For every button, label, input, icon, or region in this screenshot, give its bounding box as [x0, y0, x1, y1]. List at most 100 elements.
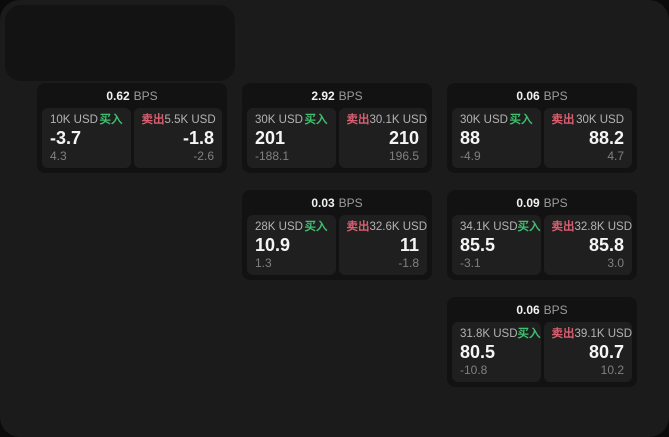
sell-price: 80.7	[588, 341, 624, 362]
buy-pane[interactable]: 31.8K USD 买入 80.5 -10.8	[452, 322, 541, 382]
quote-card: 2.92 BPS 30K USD 买入 201 -188.1 卖出 30.1K …	[242, 83, 432, 173]
buy-pane-top: 31.8K USD 买入	[460, 328, 541, 341]
sell-pane-top: 卖出 32.6K USD	[346, 221, 428, 234]
buy-pane-top: 30K USD 买入	[460, 114, 533, 127]
bps-header: 2.92 BPS	[242, 83, 432, 108]
buy-price: 10.9	[255, 234, 291, 255]
bps-header: 0.09 BPS	[447, 190, 637, 215]
buy-side-label: 买入	[304, 114, 328, 126]
buy-amount: 30K USD	[460, 114, 508, 126]
sell-side-label: 卖出	[551, 221, 575, 233]
buy-change: -3.1	[460, 255, 481, 270]
bps-header: 0.06 BPS	[447, 297, 637, 322]
buy-amount: 28K USD	[255, 221, 303, 233]
sell-pane-top: 卖出 32.8K USD	[551, 221, 633, 234]
sell-change: 196.5	[388, 148, 419, 163]
sell-pane-top: 卖出 30.1K USD	[346, 114, 428, 127]
bps-header: 0.06 BPS	[447, 83, 637, 108]
buy-side-label: 买入	[99, 114, 123, 126]
quote-card-grid: 0.62 BPS 10K USD 买入 -3.7 4.3 卖出 5.5K USD	[37, 83, 637, 387]
sell-pane[interactable]: 卖出 5.5K USD -1.8 -2.6	[133, 108, 222, 168]
sell-amount: 32.8K USD	[574, 221, 633, 233]
buy-pane-top: 10K USD 买入	[50, 114, 123, 127]
bps-unit: BPS	[543, 88, 568, 103]
buy-side-label: 买入	[304, 221, 328, 233]
bps-value: 0.62	[106, 88, 130, 103]
bps-value: 0.09	[516, 195, 540, 210]
buy-side-label: 买入	[517, 328, 541, 340]
buy-pane[interactable]: 34.1K USD 买入 85.5 -3.1	[452, 215, 541, 275]
sell-change: 3.0	[607, 255, 624, 270]
buy-price: 85.5	[460, 234, 496, 255]
bps-header: 0.62 BPS	[37, 83, 227, 108]
bps-value: 0.06	[516, 88, 540, 103]
sell-change: -2.6	[193, 148, 214, 163]
buy-side-label: 买入	[517, 221, 541, 233]
sell-pane[interactable]: 卖出 39.1K USD 80.7 10.2	[543, 322, 633, 382]
buy-change: -4.9	[460, 148, 481, 163]
sell-amount: 39.1K USD	[574, 328, 633, 340]
buy-pane-top: 28K USD 买入	[255, 221, 328, 234]
buy-amount: 30K USD	[255, 114, 303, 126]
buy-amount: 31.8K USD	[460, 328, 518, 340]
bps-value: 0.03	[311, 195, 335, 210]
quote-card-body: 10K USD 买入 -3.7 4.3 卖出 5.5K USD -1.8 -2.…	[37, 108, 227, 173]
sell-price: 11	[399, 234, 419, 255]
quote-card-body: 28K USD 买入 10.9 1.3 卖出 32.6K USD 11 -1.8	[242, 215, 432, 280]
sell-price: 88.2	[588, 127, 624, 148]
sell-price: 85.8	[588, 234, 624, 255]
sell-pane-top: 卖出 5.5K USD	[141, 114, 216, 127]
quote-card: 0.62 BPS 10K USD 买入 -3.7 4.3 卖出 5.5K USD	[37, 83, 227, 173]
sell-pane[interactable]: 卖出 32.8K USD 85.8 3.0	[543, 215, 633, 275]
buy-pane[interactable]: 10K USD 买入 -3.7 4.3	[42, 108, 131, 168]
bps-unit: BPS	[543, 302, 568, 317]
bps-unit: BPS	[133, 88, 158, 103]
buy-amount: 10K USD	[50, 114, 98, 126]
buy-pane[interactable]: 30K USD 买入 201 -188.1	[247, 108, 336, 168]
sell-change: 4.7	[607, 148, 624, 163]
quote-card: 0.03 BPS 28K USD 买入 10.9 1.3 卖出 32.6K US…	[242, 190, 432, 280]
buy-pane-top: 30K USD 买入	[255, 114, 328, 127]
buy-pane[interactable]: 30K USD 买入 88 -4.9	[452, 108, 541, 168]
sell-pane-top: 卖出 30K USD	[552, 114, 625, 127]
sell-pane[interactable]: 卖出 30K USD 88.2 4.7	[543, 108, 632, 168]
buy-price: 201	[255, 127, 286, 148]
sell-price: 210	[388, 127, 419, 148]
buy-change: 1.3	[255, 255, 272, 270]
bps-value: 0.06	[516, 302, 540, 317]
buy-price: -3.7	[50, 127, 82, 148]
sell-price: -1.8	[182, 127, 214, 148]
sell-side-label: 卖出	[346, 221, 370, 233]
quote-card: 0.06 BPS 30K USD 买入 88 -4.9 卖出 30K USD	[447, 83, 637, 173]
sell-side-label: 卖出	[141, 114, 165, 126]
sell-change: 10.2	[600, 362, 624, 377]
buy-price: 80.5	[460, 341, 496, 362]
quote-card-body: 30K USD 买入 201 -188.1 卖出 30.1K USD 210 1…	[242, 108, 432, 173]
sell-change: -1.8	[398, 255, 419, 270]
sell-pane-top: 卖出 39.1K USD	[551, 328, 633, 341]
buy-pane[interactable]: 28K USD 买入 10.9 1.3	[247, 215, 336, 275]
buy-change: 4.3	[50, 148, 67, 163]
sell-amount: 30.1K USD	[369, 114, 428, 126]
quote-card: 0.09 BPS 34.1K USD 买入 85.5 -3.1 卖出 32.8K…	[447, 190, 637, 280]
sell-amount: 5.5K USD	[164, 114, 216, 126]
sell-pane[interactable]: 卖出 32.6K USD 11 -1.8	[338, 215, 428, 275]
buy-pane-top: 34.1K USD 买入	[460, 221, 541, 234]
bps-value: 2.92	[311, 88, 335, 103]
sell-side-label: 卖出	[346, 114, 370, 126]
buy-amount: 34.1K USD	[460, 221, 518, 233]
bps-header: 0.03 BPS	[242, 190, 432, 215]
buy-change: -188.1	[255, 148, 290, 163]
sell-side-label: 卖出	[551, 114, 575, 126]
bps-unit: BPS	[543, 195, 568, 210]
bps-unit: BPS	[338, 88, 363, 103]
buy-change: -10.8	[460, 362, 488, 377]
partial-card-top-left	[5, 5, 235, 81]
sell-side-label: 卖出	[551, 328, 575, 340]
quote-card-body: 30K USD 买入 88 -4.9 卖出 30K USD 88.2 4.7	[447, 108, 637, 173]
bps-unit: BPS	[338, 195, 363, 210]
buy-side-label: 买入	[509, 114, 533, 126]
sell-pane[interactable]: 卖出 30.1K USD 210 196.5	[338, 108, 428, 168]
quote-card: 0.06 BPS 31.8K USD 买入 80.5 -10.8 卖出 39.1…	[447, 297, 637, 387]
